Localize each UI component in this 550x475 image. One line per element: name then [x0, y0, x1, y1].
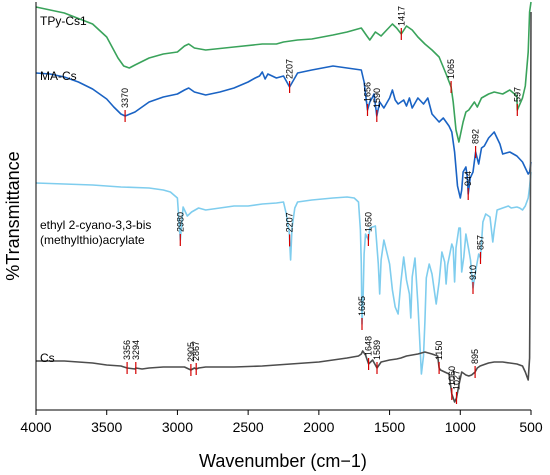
series-line-cs — [36, 11, 532, 403]
peak-label-2980: 2980 — [175, 212, 185, 232]
peak-label-1650: 1650 — [363, 212, 373, 232]
series-label-ma-cs: MA-Cs — [40, 69, 77, 83]
peak-label-1150: 1150 — [434, 341, 444, 360]
x-tick-label-1000: 1000 — [445, 419, 476, 435]
peak-label-3370: 3370 — [120, 88, 130, 108]
series-label-ethyl-acrylate: ethyl 2-cyano-3,3-bis (methylthio)acrylat… — [40, 218, 151, 247]
peak-label-597: 597 — [512, 87, 522, 102]
series-label-cs: Cs — [40, 351, 55, 365]
peak-label-2207: 2207 — [285, 59, 295, 79]
peak-label-892: 892 — [471, 129, 481, 144]
peak-label-1656: 1656 — [363, 82, 373, 102]
peak-label-1065: 1065 — [446, 59, 456, 79]
plot-frame — [35, 2, 531, 411]
x-tick-label-2500: 2500 — [233, 419, 264, 435]
peak-label-1060: 1060 — [447, 366, 457, 386]
peak-label-2905: 2905 — [186, 342, 196, 362]
series-line-ma-cs — [35, 65, 532, 199]
x-tick-label-2000: 2000 — [303, 419, 334, 435]
x-tick-label-1500: 1500 — [374, 419, 405, 435]
peak-label-1695: 1695 — [357, 296, 367, 316]
peak-label-1648: 1648 — [364, 336, 374, 356]
peak-label-1589: 1589 — [372, 340, 382, 360]
peak-label-944: 944 — [463, 171, 473, 186]
peak-label-3356: 3356 — [122, 340, 132, 360]
peak-label-2207: 2207 — [285, 212, 295, 232]
series-line-ethyl-2-cyano-3-3-bis-methylthio-acrylate — [35, 171, 532, 375]
peak-label-910: 910 — [468, 265, 478, 280]
series-labels: TPy-Cs1 MA-Cs ethyl 2-cyano-3,3-bis (meth… — [40, 14, 151, 365]
series-line-tpy-cs1 — [35, 1, 532, 143]
peak-markers-layer: 1417 1065 597 3370 2207 1656 1590 944 892 2980 220… — [120, 6, 522, 404]
curves-layer — [35, 1, 532, 403]
y-axis-title: %Transmittance — [3, 151, 23, 280]
peak-label-2867: 2867 — [191, 341, 201, 361]
x-tick-label-4000: 4000 — [20, 419, 51, 435]
x-tick-label-500: 500 — [519, 419, 543, 435]
x-axis-title: Wavenumber (cm−1) — [199, 451, 367, 471]
peak-label-1417: 1417 — [396, 6, 406, 26]
peak-label-857: 857 — [476, 235, 486, 250]
peak-label-3294: 3294 — [131, 340, 141, 360]
peak-label-1027: 1027 — [452, 370, 462, 390]
peak-label-1590: 1590 — [372, 88, 382, 108]
series-label-line: (methylthio)acrylate — [40, 233, 145, 247]
series-label-tpy-cs1: TPy-Cs1 — [40, 14, 87, 28]
x-tick-label-3000: 3000 — [162, 419, 193, 435]
x-tick-label-3500: 3500 — [91, 419, 122, 435]
peak-label-895: 895 — [470, 349, 480, 364]
series-label-line: ethyl 2-cyano-3,3-bis — [40, 218, 151, 232]
x-ticks: 4000 3500 3000 2500 2000 1500 1000 500 — [20, 410, 543, 435]
